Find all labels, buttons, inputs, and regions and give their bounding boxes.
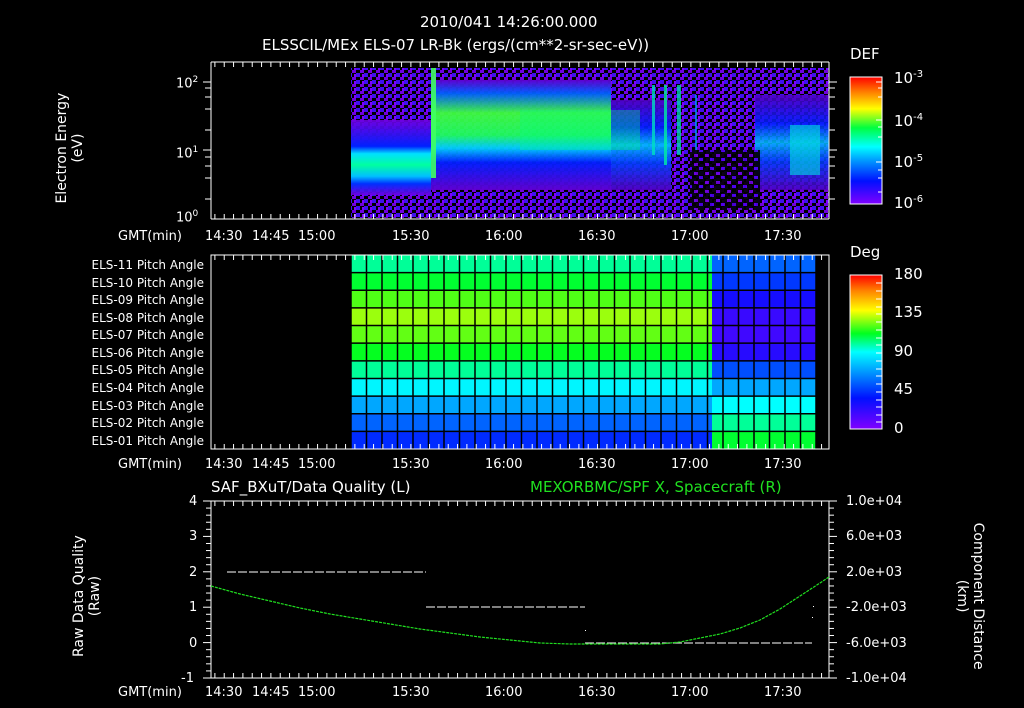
ytick-right: 6.0e+03 (846, 529, 903, 544)
time-tick: 15:30 (392, 457, 430, 472)
ytick-left: 4 (189, 494, 198, 509)
row-label: ELS-07 Pitch Angle (91, 328, 204, 342)
def-colorbar-ticks (876, 81, 882, 193)
panel3-ylabel-left: Raw Data Quality (Raw) (71, 521, 103, 671)
ytick-left: -1 (181, 671, 194, 686)
spacecraft-x-series (210, 576, 830, 645)
row-label: ELS-01 Pitch Angle (91, 434, 204, 448)
time-tick: 17:00 (671, 229, 709, 244)
panel1-ytick-1: 100 (176, 209, 199, 226)
time-tick: 14:45 (252, 229, 290, 244)
row-label: ELS-03 Pitch Angle (91, 399, 204, 413)
time-tick: 17:30 (764, 685, 802, 700)
row-label: ELS-09 Pitch Angle (91, 293, 204, 307)
ylabel-right-line1: Component Distance (970, 522, 987, 670)
data-quality-outliers (585, 606, 814, 631)
ytick-left: 1 (189, 600, 198, 615)
deg-tick: 180 (894, 265, 923, 283)
ytick-right: 1.0e+04 (846, 494, 903, 509)
panel1-title: ELSSCIL/MEx ELS-07 LR-Bk (ergs/(cm**2-sr… (262, 36, 650, 54)
plot-timestamp: 2010/041 14:26:00.000 (420, 13, 598, 31)
time-tick: 17:00 (671, 685, 709, 700)
time-tick: 14:45 (252, 457, 290, 472)
ylabel-left-line1: Raw Data Quality (70, 535, 87, 657)
time-tick: 15:00 (298, 229, 336, 244)
def-colorbar-title: DEF (850, 45, 880, 63)
deg-tick: 90 (894, 342, 914, 360)
time-tick: 15:30 (392, 685, 430, 700)
row-label: ELS-05 Pitch Angle (91, 363, 204, 377)
time-tick: 16:30 (578, 229, 616, 244)
row-label: ELS-06 Pitch Angle (91, 346, 204, 360)
row-label: ELS-11 Pitch Angle (91, 258, 204, 272)
ylabel-right-line2: (km) (954, 579, 970, 613)
panel1-ytick-10: 101 (176, 145, 199, 162)
time-tick: 14:45 (252, 685, 290, 700)
time-axis-label: GMT(min) (118, 229, 182, 244)
time-tick: 14:30 (205, 685, 243, 700)
time-tick: 15:00 (298, 685, 336, 700)
def-tick-1e-6: 10-6 (894, 194, 924, 212)
deg-colorbar-ticks (876, 282, 882, 423)
ytick-right: -6.0e+03 (846, 636, 907, 651)
ytick-right: -2.0e+03 (846, 600, 907, 615)
deg-tick: 0 (894, 419, 904, 437)
panel3-title-left: SAF_BXuT/Data Quality (L) (211, 478, 411, 496)
ytick-right: -1.0e+04 (846, 671, 907, 686)
row-label: ELS-08 Pitch Angle (91, 311, 204, 325)
row-label: ELS-04 Pitch Angle (91, 381, 204, 395)
row-label: ELS-10 Pitch Angle (91, 276, 204, 290)
time-tick: 17:30 (764, 229, 802, 244)
ylabel-left-line2: (Raw) (87, 575, 103, 617)
def-tick-1e-4: 10-4 (894, 112, 924, 130)
panel2-data (350, 255, 817, 449)
panel3-ylabel-right: Component Distance (km) (954, 506, 986, 686)
ytick-left: 3 (189, 529, 198, 544)
time-tick: 16:00 (485, 685, 523, 700)
deg-colorbar (849, 274, 883, 430)
row-label: ELS-02 Pitch Angle (91, 416, 204, 430)
def-colorbar (849, 76, 883, 205)
panel2-axes (210, 254, 830, 450)
ytick-left: 2 (189, 565, 198, 580)
ytick-right: 2.0e+03 (846, 565, 903, 580)
def-tick-1e-5: 10-5 (894, 153, 924, 171)
panel3-title-right: MEXORBMC/SPF X, Spacecraft (R) (530, 478, 782, 496)
deg-tick: 45 (894, 380, 914, 398)
time-tick: 15:30 (392, 229, 430, 244)
def-tick-1e-3: 10-3 (894, 69, 924, 87)
time-tick: 16:00 (485, 229, 523, 244)
time-tick: 16:30 (578, 685, 616, 700)
time-tick: 15:00 (298, 457, 336, 472)
data-quality-series (227, 571, 812, 644)
ytick-left: 0 (189, 636, 198, 651)
panel1-axes (203, 61, 837, 220)
time-tick: 17:00 (671, 457, 709, 472)
time-tick: 14:30 (205, 229, 243, 244)
time-axis-label: GMT(min) (118, 457, 182, 472)
time-tick: 17:30 (764, 457, 802, 472)
time-tick: 14:30 (205, 457, 243, 472)
panel3-axes (210, 500, 830, 679)
deg-colorbar-title: Deg (850, 243, 881, 261)
time-axis-label: GMT(min) (118, 685, 182, 700)
deg-tick: 135 (894, 303, 923, 321)
time-tick: 16:30 (578, 457, 616, 472)
time-tick: 16:00 (485, 457, 523, 472)
panel1-ytick-100: 102 (176, 75, 199, 92)
panel1-data (351, 68, 829, 218)
